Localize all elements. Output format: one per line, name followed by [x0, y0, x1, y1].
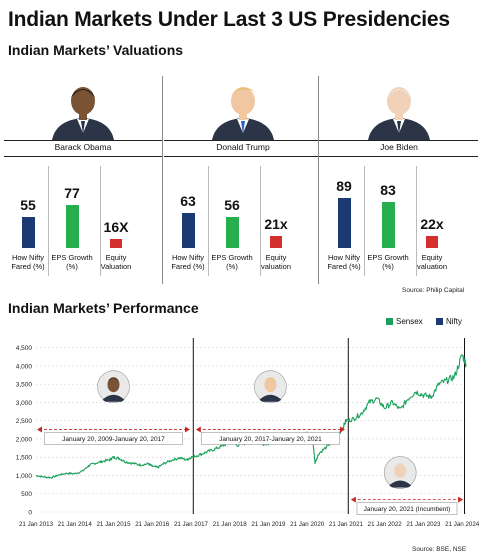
eps-axis-label: EPS Growth (%) — [211, 253, 253, 272]
nifty-axis-label: How Nifty Fared (%) — [11, 253, 45, 272]
president-circle-portrait — [254, 370, 287, 404]
performance-source: Source: BSE, NSE — [412, 546, 467, 553]
nifty-bar — [338, 198, 351, 248]
nifty-bar — [182, 213, 195, 248]
y-tick-label: 4,000 — [16, 363, 33, 370]
nifty-axis-label: How Nifty Fared (%) — [327, 253, 361, 272]
page-title: Indian Markets Under Last 3 US Presidenc… — [8, 8, 450, 31]
bar-column-divider — [260, 166, 261, 276]
sensex-swatch — [386, 318, 393, 325]
legend-sensex: Sensex — [386, 317, 423, 326]
president-name: Donald Trump — [216, 142, 270, 152]
term-arrow-head — [184, 426, 190, 433]
x-tick-label: 21 Jan 2019 — [251, 521, 286, 528]
y-tick-label: 3,500 — [16, 382, 33, 389]
bar-column-divider — [100, 166, 101, 276]
panel-rule — [4, 140, 162, 141]
panel-rule — [320, 156, 478, 157]
x-tick-label: 21 Jan 2020 — [290, 521, 325, 528]
president-panel: Joe Biden 89 How Nifty Fared (%) 83 EPS Grow… — [320, 76, 478, 282]
valuation-bar — [426, 236, 438, 248]
eps-value-label: 83 — [380, 182, 396, 198]
valuation-bar — [110, 239, 122, 248]
bar-column-divider — [48, 166, 49, 276]
term-label: January 20, 2017-January 20, 2021 — [219, 436, 322, 443]
performance-chart: 0 500 1,000 1,500 2,000 2,500 3,000 3,500 4,000 4… — [16, 338, 480, 528]
y-tick-label: 2,000 — [16, 436, 33, 443]
x-tick-label: 21 Jan 2023 — [406, 521, 441, 528]
eps-bar — [66, 205, 79, 248]
term-label-box — [44, 432, 183, 445]
x-tick-label: 21 Jan 2015 — [96, 521, 131, 528]
term-label-box — [201, 432, 340, 445]
y-tick-label: 2,500 — [16, 418, 33, 425]
valuation-axis-label: Equity valuation — [260, 253, 292, 272]
term-arrow-head — [458, 496, 464, 503]
panel-divider — [162, 76, 163, 284]
panel-rule — [4, 156, 162, 157]
nifty-bar — [22, 217, 35, 248]
nifty-swatch — [436, 318, 443, 325]
valuation-value-label: 21x — [264, 216, 288, 232]
x-tick-label: 21 Jan 2013 — [19, 521, 54, 528]
y-tick-label: 500 — [21, 491, 32, 498]
valuation-value-label: 22x — [420, 216, 444, 232]
eps-bar — [382, 202, 395, 248]
panel-divider — [318, 76, 319, 284]
nifty-axis-label: How Nifty Fared (%) — [171, 253, 205, 272]
eps-value-label: 77 — [64, 185, 80, 201]
x-tick-label: 21 Jan 2017 — [174, 521, 209, 528]
term-arrow-head — [195, 426, 201, 433]
term-label-box — [356, 502, 458, 515]
legend-nifty: Nifty — [436, 317, 462, 326]
y-tick-label: 4,500 — [16, 345, 33, 352]
president-name: Barack Obama — [54, 142, 112, 152]
president-panel: Donald Trump 63 How Nifty Fared (%) 56 EPS G… — [164, 76, 322, 282]
term-label: January 20, 2009-January 20, 2017 — [62, 436, 165, 443]
eps-value-label: 56 — [224, 197, 240, 213]
legend-sensex-label: Sensex — [396, 317, 423, 326]
valuation-axis-label: Equity Valuation — [100, 253, 132, 272]
valuations-subtitle: Indian Markets’ Valuations — [8, 42, 184, 58]
valuation-axis-label: Equity valuation — [416, 253, 448, 272]
president-circle-portrait — [97, 370, 130, 404]
president-portrait-image — [364, 78, 434, 140]
x-tick-label: 21 Jan 2021 — [329, 521, 364, 528]
president-portrait-image — [208, 78, 278, 140]
nifty-value-label: 55 — [20, 197, 36, 213]
term-arrow-head — [37, 426, 42, 433]
bar-column-divider — [208, 166, 209, 276]
eps-axis-label: EPS Growth (%) — [367, 253, 409, 272]
panel-rule — [164, 140, 322, 141]
performance-subtitle: Indian Markets’ Performance — [8, 300, 199, 316]
x-tick-label: 21 Jan 2018 — [213, 521, 248, 528]
nifty-value-label: 63 — [180, 193, 196, 209]
term-arrow-head — [339, 426, 345, 433]
president-panel: Barack Obama 55 How Nifty Fared (%) 77 EPS G… — [4, 76, 162, 282]
valuations-source: Source: Philip Capital — [402, 287, 465, 294]
y-tick-label: 3,000 — [16, 400, 33, 407]
valuation-bar — [270, 236, 282, 248]
y-tick-label: 1,000 — [16, 473, 33, 480]
president-circle-portrait — [383, 456, 417, 489]
bar-column-divider — [364, 166, 365, 276]
bar-column-divider — [416, 166, 417, 276]
term-label: January 20, 2021 (Incumbent) — [364, 506, 451, 513]
legend-nifty-label: Nifty — [446, 317, 462, 326]
panel-rule — [164, 156, 322, 157]
valuation-value-label: 16X — [103, 219, 129, 235]
x-tick-label: 21 Jan 2022 — [368, 521, 403, 528]
y-tick-label: 1,500 — [16, 455, 33, 462]
president-portrait-image — [48, 78, 118, 140]
term-arrow-head — [350, 496, 356, 503]
president-name: Joe Biden — [380, 142, 418, 152]
x-tick-label: 21 Jan 2024 — [445, 521, 480, 528]
panel-rule — [320, 140, 478, 141]
nifty-value-label: 89 — [336, 178, 352, 194]
eps-axis-label: EPS Growth (%) — [51, 253, 93, 272]
x-tick-label: 21 Jan 2014 — [58, 521, 93, 528]
y-tick-label: 0 — [28, 510, 32, 517]
eps-bar — [226, 217, 239, 248]
x-tick-label: 21 Jan 2016 — [135, 521, 170, 528]
